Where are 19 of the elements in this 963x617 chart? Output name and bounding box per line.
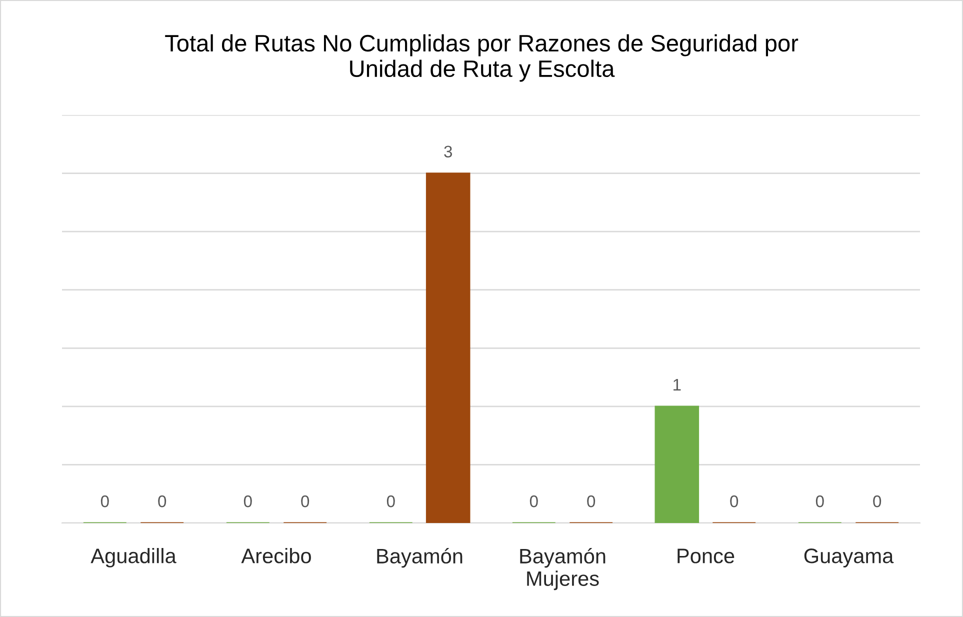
data-label: 0: [244, 495, 252, 508]
data-label: 0: [386, 495, 395, 508]
data-label: 0: [100, 495, 109, 508]
data-label: 0: [301, 495, 310, 508]
x-tick-label: Ponce: [678, 548, 734, 564]
x-tick-label: Bayamón: [377, 548, 462, 568]
data-label: 1: [674, 379, 681, 390]
data-label: 0: [873, 495, 882, 508]
x-tick-label: Aguadilla: [90, 548, 176, 568]
data-label: 0: [730, 495, 738, 508]
x-tick-label: Arecibo: [241, 548, 311, 564]
data-label: 0: [530, 495, 538, 508]
chart-title: Total de Rutas No Cumplidas por Razones de Seguridad por Unidad de Ruta y Escolta: [165, 34, 798, 82]
data-label: 0: [816, 495, 824, 508]
x-tick-label: Bayamón Mujeres: [520, 548, 606, 590]
data-label: 3: [444, 146, 452, 158]
data-label: 0: [158, 495, 166, 508]
x-tick-label: Guayama: [804, 548, 894, 568]
data-label: 0: [587, 495, 596, 508]
